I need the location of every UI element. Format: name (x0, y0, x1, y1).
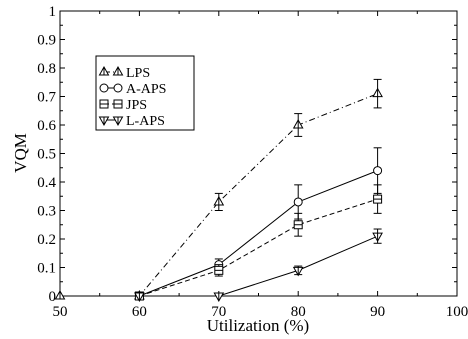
legend-box (95, 55, 195, 131)
legend-label-l-aps: L-APS (126, 114, 165, 129)
x-tick-label: 50 (53, 304, 68, 320)
data-point-a-aps (373, 166, 383, 176)
plot-frame (59, 10, 458, 297)
legend-item-jps: JPS (99, 98, 147, 113)
x-tick-label: 80 (291, 304, 306, 320)
legend-label-jps: JPS (126, 98, 147, 113)
x-tick-label: 90 (370, 304, 385, 320)
series-line-jps (139, 198, 378, 297)
series-layer (54, 78, 383, 303)
y-tick-label: 0.6 (37, 118, 56, 134)
y-tick-label: 0.2 (37, 232, 56, 248)
x-tick-label: 60 (132, 304, 147, 320)
y-tick-label: 1 (49, 4, 57, 20)
y-tick-label: 0.1 (37, 261, 56, 277)
x-tick-label: 70 (211, 304, 226, 320)
data-point-a-aps (293, 197, 303, 207)
legend-marker-a-aps (99, 83, 109, 93)
y-tick-label: 0.9 (37, 33, 56, 49)
x-axis-title: Utilization (%) (207, 316, 309, 335)
x-tick-label: 100 (446, 304, 468, 320)
legend-item-l-aps: L-APS (98, 114, 165, 129)
y-tick-label: 0.7 (37, 90, 56, 106)
y-tick-label: 0 (49, 289, 57, 305)
series-line-lps (60, 93, 378, 297)
y-tick-label: 0.8 (37, 61, 56, 77)
series-line-l-aps (139, 235, 378, 297)
legend-label-lps: LPS (126, 66, 150, 81)
legend-item-a-aps: A-APS (99, 82, 166, 97)
y-axis-title: VQM (11, 133, 30, 173)
legend-item-lps: LPS (98, 65, 150, 81)
series-l-aps (134, 228, 383, 303)
legend-marker-a-aps (113, 83, 123, 93)
y-tick-label: 0.4 (37, 175, 56, 191)
y-tick-label: 0.5 (37, 147, 56, 163)
legend-label-a-aps: A-APS (126, 82, 166, 97)
y-tick-label: 0.3 (37, 204, 56, 220)
series-line-a-aps (139, 170, 378, 297)
